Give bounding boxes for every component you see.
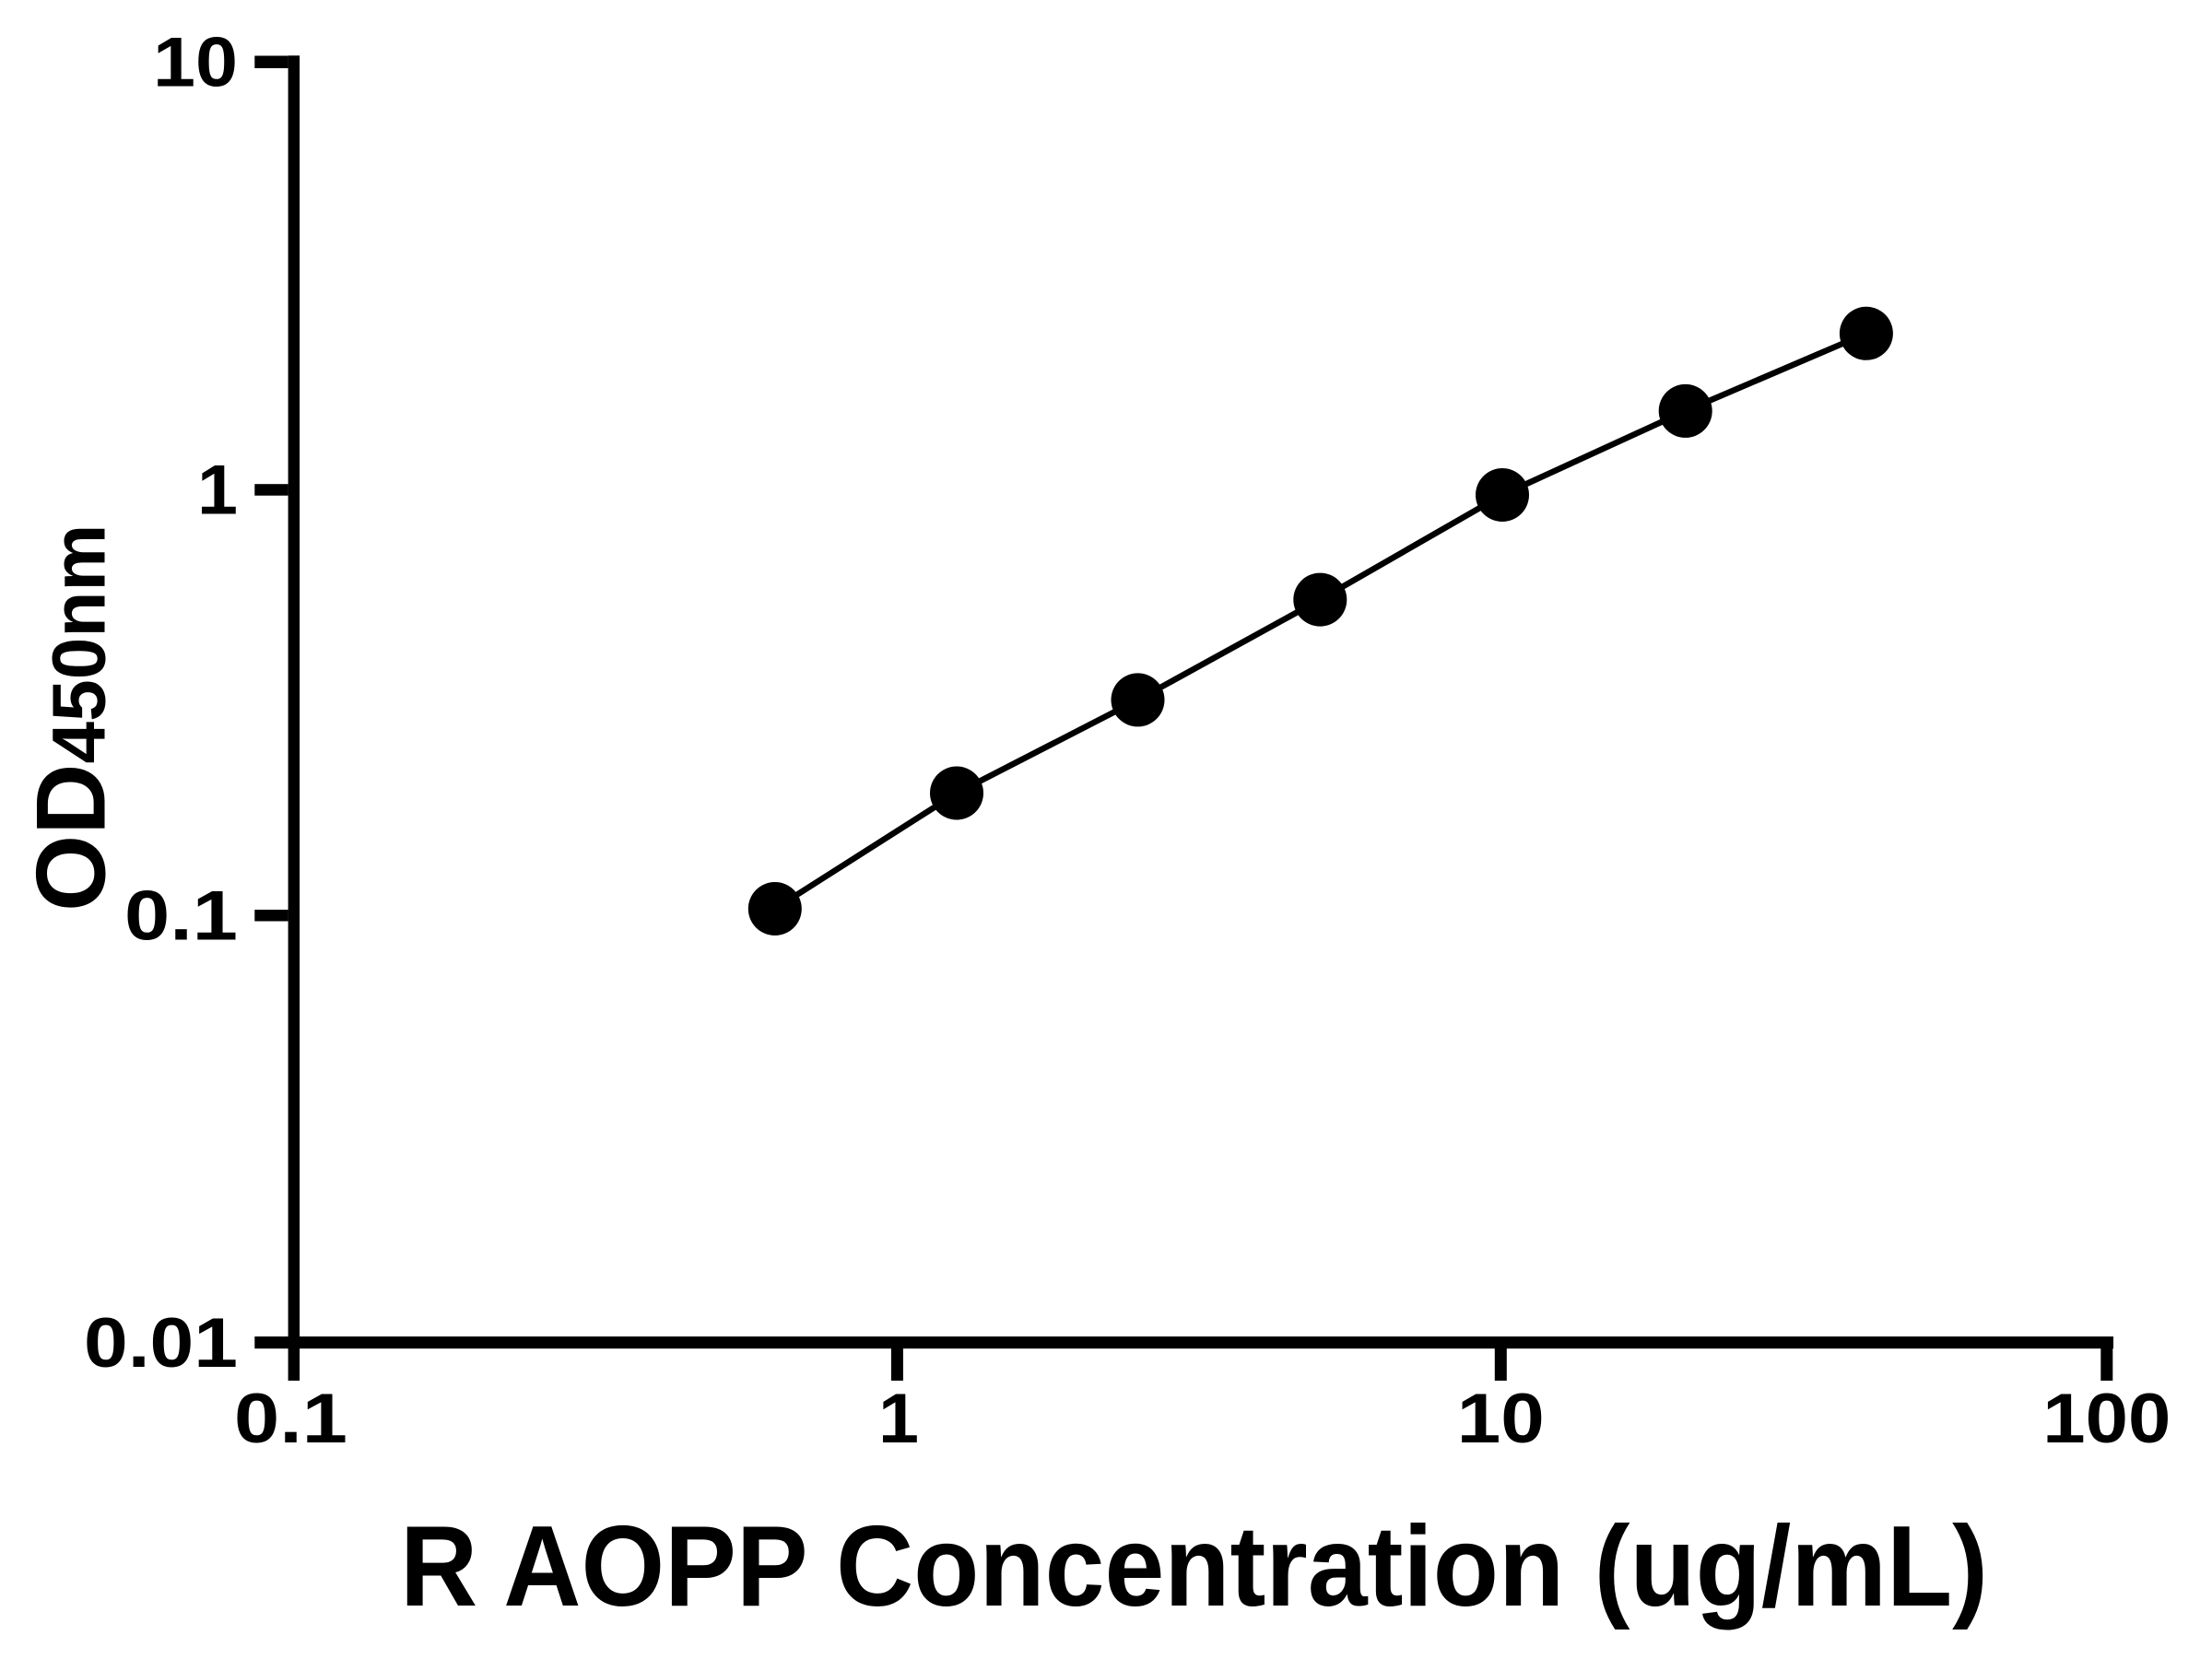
svg-text:0.1: 0.1 <box>234 1380 347 1458</box>
svg-text:100: 100 <box>2042 1380 2171 1458</box>
svg-text:10: 10 <box>1457 1380 1545 1458</box>
svg-text:R AOPP Concentration (ug/mL): R AOPP Concentration (ug/mL) <box>400 1503 1988 1630</box>
svg-text:10: 10 <box>153 24 238 102</box>
svg-text:1: 1 <box>197 452 238 530</box>
svg-text:0.01: 0.01 <box>84 1304 238 1382</box>
svg-text:1: 1 <box>878 1380 919 1458</box>
svg-text:0.1: 0.1 <box>124 877 238 955</box>
